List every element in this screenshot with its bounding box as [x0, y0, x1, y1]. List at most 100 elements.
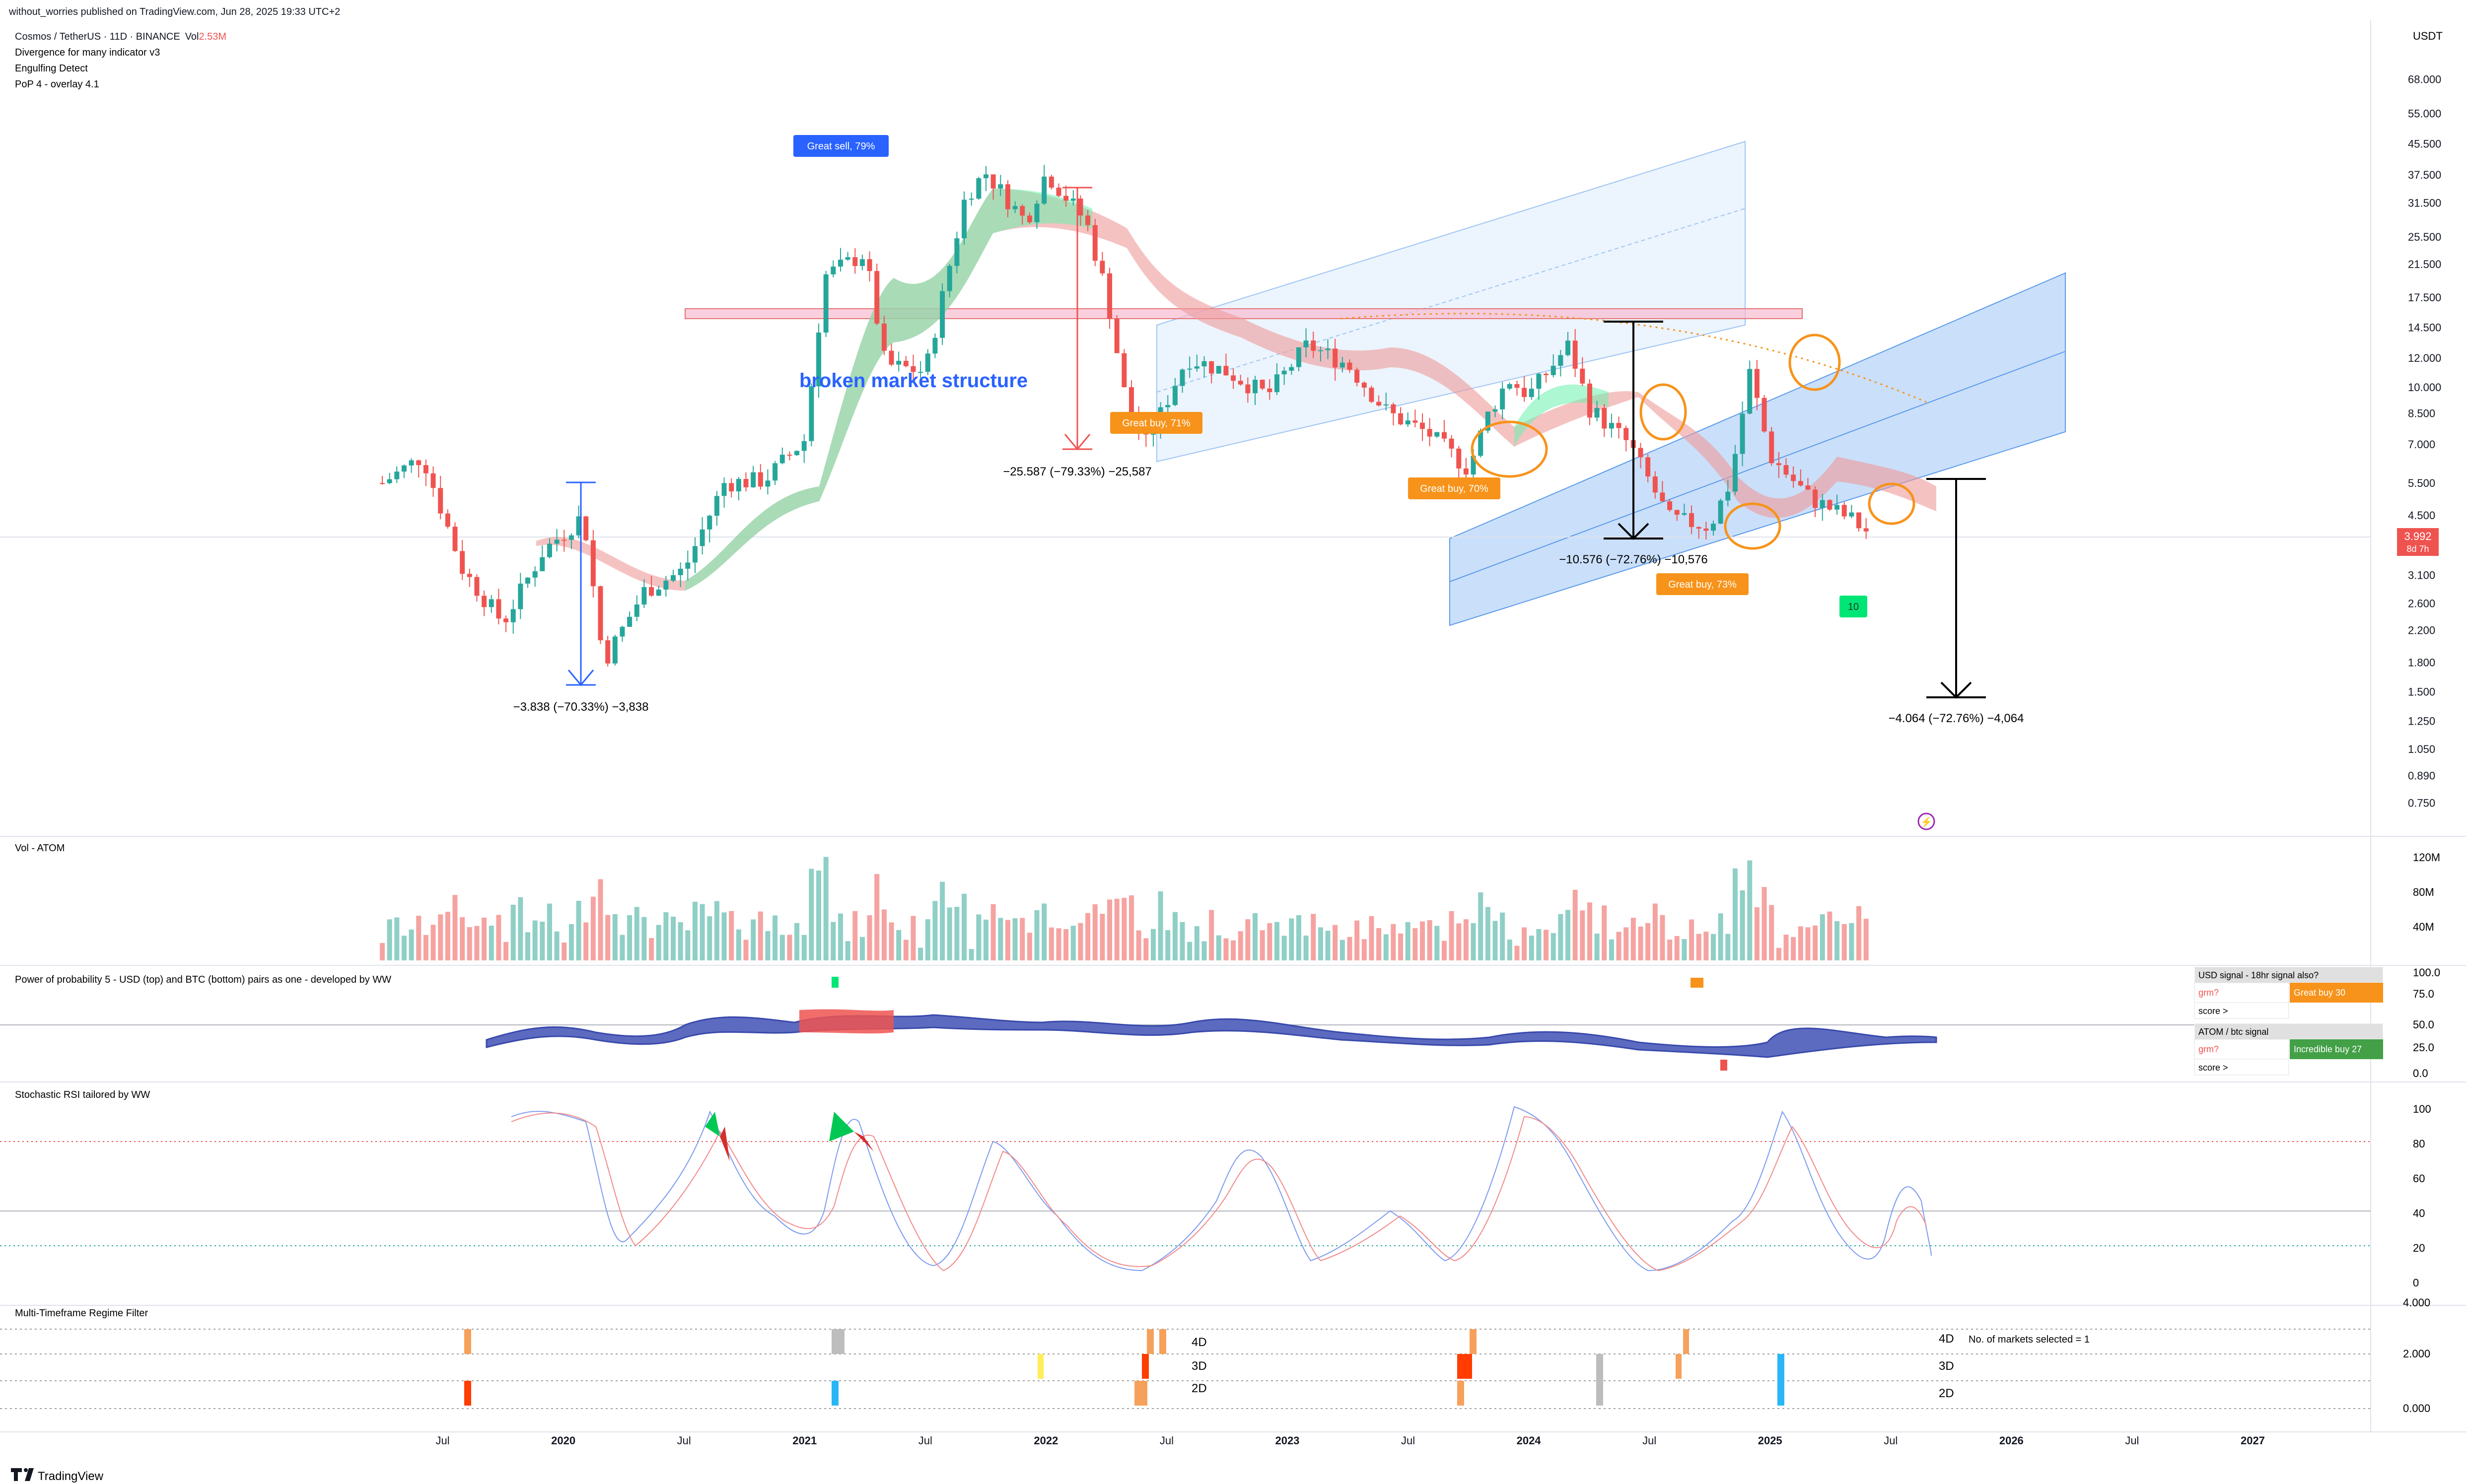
volume-bar [1078, 923, 1083, 960]
candle-body [1419, 422, 1425, 429]
candle-body [1703, 528, 1709, 531]
candle-body [852, 257, 858, 267]
candle-body [1507, 384, 1512, 389]
volume-bar [838, 913, 843, 960]
price-axis-label: 8.500 [2408, 407, 2435, 419]
price-axis-label: 1.250 [2408, 715, 2435, 727]
candle-body [1150, 433, 1156, 435]
volume-bar [1354, 920, 1360, 960]
candle-body [1558, 355, 1563, 366]
volume-bar [1369, 916, 1374, 960]
candle-body [1805, 485, 1811, 490]
volume-bar [1128, 895, 1134, 960]
candle-body [809, 386, 814, 441]
volume-bar [1434, 926, 1440, 960]
candle-body [1856, 512, 1862, 529]
candle-body [1100, 261, 1105, 273]
volume-bar [598, 879, 603, 960]
candle-body [678, 568, 683, 575]
volume-bar [627, 915, 633, 960]
volume-bar [1565, 910, 1570, 960]
candle-body [1253, 380, 1258, 394]
stoch-axis-100: 100 [2413, 1103, 2431, 1115]
candle-body [1740, 413, 1745, 454]
measure-1-label: −3.838 (−70.33%) −3,838 [513, 700, 649, 714]
volume-bar [1049, 927, 1054, 960]
ten-label: 10 [1848, 602, 1859, 612]
volume-bar [1776, 947, 1781, 960]
measure-4-label: −4.064 (−72.76%) −4,064 [1889, 712, 2024, 725]
candle-body [1216, 366, 1221, 374]
time-axis-label: Jul [1884, 1434, 1898, 1447]
great-buy-71-badge [1110, 412, 1202, 434]
time-axis-label: Jul [435, 1434, 449, 1447]
time-axis-label: 2021 [792, 1434, 817, 1447]
volume-bar [496, 915, 501, 960]
lightning-icon[interactable] [1917, 812, 1935, 830]
volume-bar [1500, 912, 1505, 960]
vol-axis-40: 40M [2413, 921, 2434, 933]
candle-body [940, 291, 945, 338]
orange-circles [1471, 334, 1915, 550]
volume-bar [1660, 915, 1665, 960]
volume-bar [692, 901, 698, 960]
stoch-green-fill-2 [829, 1112, 854, 1142]
price-axis-label: 68.000 [2408, 73, 2441, 86]
currency-label: USDT [2413, 30, 2443, 42]
candle-body [1849, 512, 1854, 517]
volume-bar [962, 893, 967, 960]
regime-right-2d: 2D [1939, 1387, 1954, 1400]
volume-bar [721, 912, 727, 960]
candle-body [430, 473, 436, 488]
candle-body [496, 599, 501, 619]
volume-bar [1347, 937, 1352, 960]
great-sell-badge [793, 135, 889, 157]
main-drawings [0, 140, 2371, 626]
volume-bar [1550, 933, 1556, 960]
volume-bar [1485, 907, 1490, 960]
candle-body [1034, 203, 1040, 222]
candle-body [962, 200, 967, 239]
candle-body [460, 551, 465, 574]
stoch-red-fill-1 [720, 1127, 730, 1161]
stoch-axis-40: 40 [2413, 1207, 2425, 1219]
volume-bar [460, 917, 465, 960]
candle-body [649, 587, 654, 596]
candle-body [1027, 215, 1032, 222]
volume-bar [1311, 914, 1316, 960]
volume-bar [685, 930, 691, 960]
candle-body [590, 540, 596, 587]
candle-body [1863, 528, 1869, 532]
volume-bar [1514, 945, 1520, 960]
candle-body [1514, 384, 1520, 388]
volume-bar [612, 914, 618, 960]
volume-bar [998, 918, 1003, 960]
candle-body [874, 271, 880, 324]
candle-body [1260, 380, 1265, 389]
candle-body [794, 451, 800, 456]
volume-bar [925, 919, 930, 960]
candle-body [969, 199, 974, 200]
volume-bar [1260, 930, 1265, 960]
volume-bar [423, 935, 428, 960]
volume-bar [1456, 923, 1462, 960]
volume-bar [1383, 934, 1389, 960]
candle-body [1391, 404, 1396, 413]
candle-body [547, 543, 552, 557]
candle-body [1682, 513, 1687, 515]
ten-badge [1839, 596, 1867, 617]
pop-red-segment [799, 1009, 894, 1034]
volume-bar [1281, 936, 1287, 960]
candle-body [423, 465, 428, 473]
candle-body [1078, 199, 1083, 216]
volume-bar [1143, 938, 1149, 960]
candle-body [510, 609, 516, 622]
candle-body [1194, 366, 1199, 369]
candle-body [998, 184, 1003, 189]
candle-body [1296, 347, 1301, 367]
candle-body [1325, 348, 1331, 350]
candle-body [787, 455, 792, 456]
volume-bar [1638, 926, 1643, 960]
volume-bar [867, 915, 872, 960]
volume-bar [554, 931, 560, 960]
